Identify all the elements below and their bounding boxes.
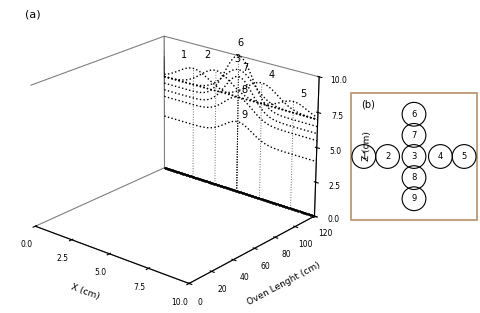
Text: 3: 3 (411, 152, 417, 161)
Text: 9: 9 (411, 194, 417, 203)
Text: 5: 5 (462, 152, 467, 161)
Text: 8: 8 (411, 173, 417, 182)
Text: (b): (b) (361, 100, 375, 110)
Text: (a): (a) (24, 9, 40, 19)
X-axis label: X (cm): X (cm) (69, 282, 100, 301)
Text: 2: 2 (385, 152, 390, 161)
Text: 7: 7 (411, 131, 417, 140)
Text: 4: 4 (438, 152, 443, 161)
Text: 1: 1 (361, 152, 366, 161)
Y-axis label: Oven Lenght (cm): Oven Lenght (cm) (245, 260, 322, 307)
Text: 6: 6 (411, 110, 417, 119)
